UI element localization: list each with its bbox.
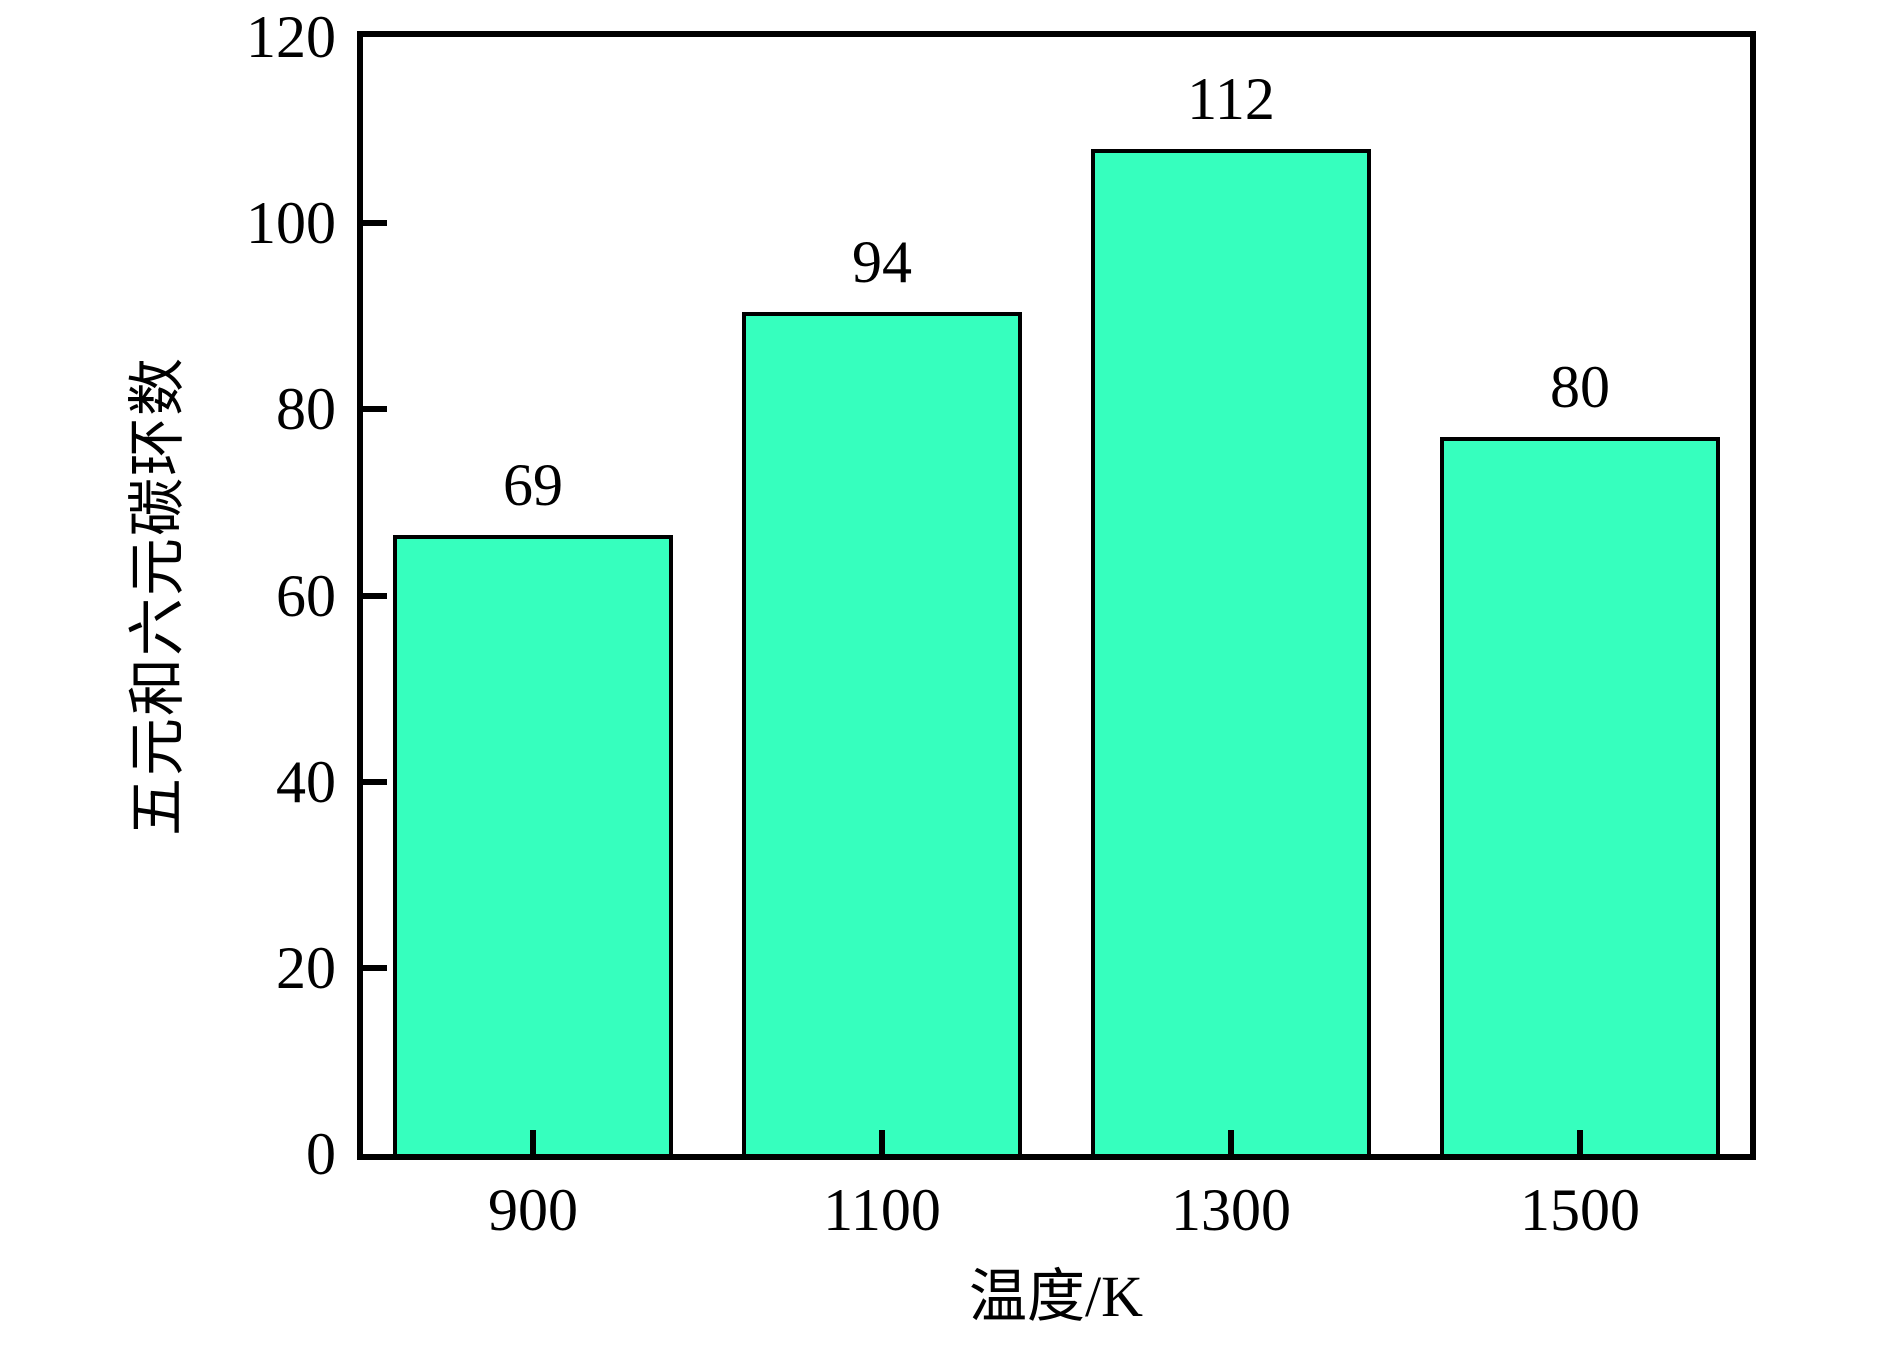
x-axis-tick <box>530 1130 536 1154</box>
bar-1100 <box>742 312 1022 1154</box>
bar-1300 <box>1091 149 1371 1154</box>
y-axis-tick <box>363 964 387 971</box>
y-axis-tick <box>363 592 387 599</box>
x-tick-label: 1500 <box>1520 1177 1640 1243</box>
x-axis-tick <box>1228 1130 1234 1154</box>
x-axis-tick <box>879 1130 885 1154</box>
y-tick-labels: 0 20 40 60 80 100 120 <box>0 7 336 1184</box>
bar-1500 <box>1440 437 1720 1154</box>
y-axis-tick <box>363 220 387 227</box>
x-tick-label: 900 <box>488 1177 578 1243</box>
bar-value-label: 69 <box>503 452 563 518</box>
y-axis-tick <box>363 778 387 785</box>
y-tick-label: 80 <box>276 376 336 443</box>
x-tick-label: 1300 <box>1171 1177 1291 1243</box>
y-tick-label: 40 <box>276 748 336 815</box>
y-tick-label: 60 <box>276 562 336 629</box>
y-tick-label: 20 <box>276 934 336 1001</box>
y-tick-label: 120 <box>246 4 336 70</box>
x-tick-label: 1100 <box>823 1177 941 1243</box>
bar-value-label: 112 <box>1187 66 1275 132</box>
x-axis-tick <box>1577 1130 1583 1154</box>
x-tick-labels: 900 1100 1300 1500 <box>363 1180 1750 1250</box>
bar-value-label: 80 <box>1550 354 1610 420</box>
y-tick-label: 0 <box>306 1121 336 1187</box>
y-tick-label: 100 <box>246 190 336 257</box>
y-axis-tick <box>363 406 387 413</box>
bar-value-label: 94 <box>852 229 912 295</box>
plot-area: 69 94 112 80 <box>357 31 1756 1160</box>
bar-900 <box>393 535 673 1154</box>
x-axis-label: 温度/K <box>968 1264 1144 1329</box>
